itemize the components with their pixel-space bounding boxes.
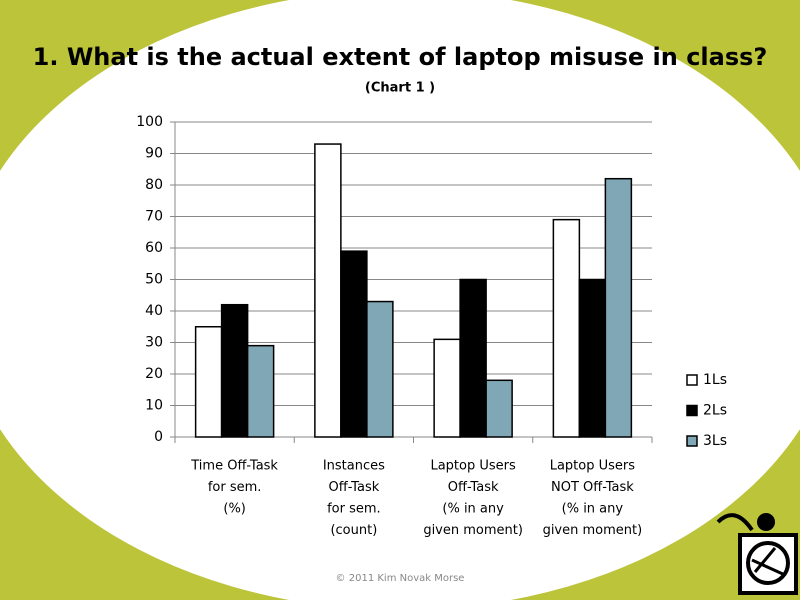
y-tick-label: 40 bbox=[145, 303, 163, 319]
x-tick-label: Laptop Users bbox=[550, 459, 636, 474]
y-tick-label: 0 bbox=[154, 429, 163, 445]
x-tick-label: (% in any bbox=[562, 502, 624, 517]
x-tick-label: (%) bbox=[223, 502, 246, 517]
bar bbox=[366, 300, 394, 438]
x-tick-label: Time Off-Task bbox=[190, 459, 278, 474]
chart-title: 1. What is the actual extent of laptop m… bbox=[33, 43, 768, 71]
legend-swatch bbox=[686, 435, 698, 447]
footer: © 2011 Kim Novak Morse bbox=[336, 573, 465, 584]
legend-swatch bbox=[686, 404, 698, 417]
y-tick-label: 80 bbox=[145, 177, 163, 193]
legend-label: 2Ls bbox=[703, 403, 727, 419]
y-tick-label: 30 bbox=[145, 335, 163, 351]
y-tick-label: 60 bbox=[145, 240, 163, 256]
x-tick-label: for sem. bbox=[208, 480, 262, 495]
bar bbox=[604, 177, 633, 438]
y-tick-label: 10 bbox=[145, 398, 163, 414]
y-tick-label: 70 bbox=[145, 209, 163, 225]
legend-swatch bbox=[686, 374, 698, 386]
bar bbox=[340, 250, 368, 438]
bar bbox=[220, 303, 249, 438]
x-tick-label: Off-Task bbox=[448, 480, 499, 495]
icon bbox=[716, 513, 798, 595]
x-tick-label: given moment) bbox=[423, 523, 523, 538]
x-tick-label: (% in any bbox=[442, 502, 504, 517]
x-tick-label: for sem. bbox=[327, 502, 381, 517]
y-tick-label: 50 bbox=[145, 272, 163, 288]
bar bbox=[485, 379, 513, 438]
bar bbox=[194, 326, 223, 438]
bar bbox=[459, 278, 487, 438]
bar bbox=[552, 218, 581, 438]
bar bbox=[433, 338, 461, 438]
bar bbox=[578, 278, 607, 438]
x-tick-label: Instances bbox=[323, 459, 385, 474]
x-tick-label: Off-Task bbox=[329, 480, 380, 495]
x-tick-label: (count) bbox=[330, 523, 377, 538]
bar bbox=[246, 344, 275, 438]
x-tick-label: given moment) bbox=[543, 523, 643, 538]
y-tick-label: 100 bbox=[136, 114, 163, 130]
legend-label: 3Ls bbox=[703, 433, 727, 449]
y-tick-label: 20 bbox=[145, 366, 163, 382]
x-tick-label: Laptop Users bbox=[430, 459, 516, 474]
y-tick-label: 90 bbox=[145, 146, 163, 162]
x-tick-label: NOT Off-Task bbox=[551, 480, 634, 495]
bar bbox=[314, 143, 342, 438]
chart-subtitle: (Chart 1 ) bbox=[365, 81, 435, 96]
legend-label: 1Ls bbox=[703, 372, 727, 388]
